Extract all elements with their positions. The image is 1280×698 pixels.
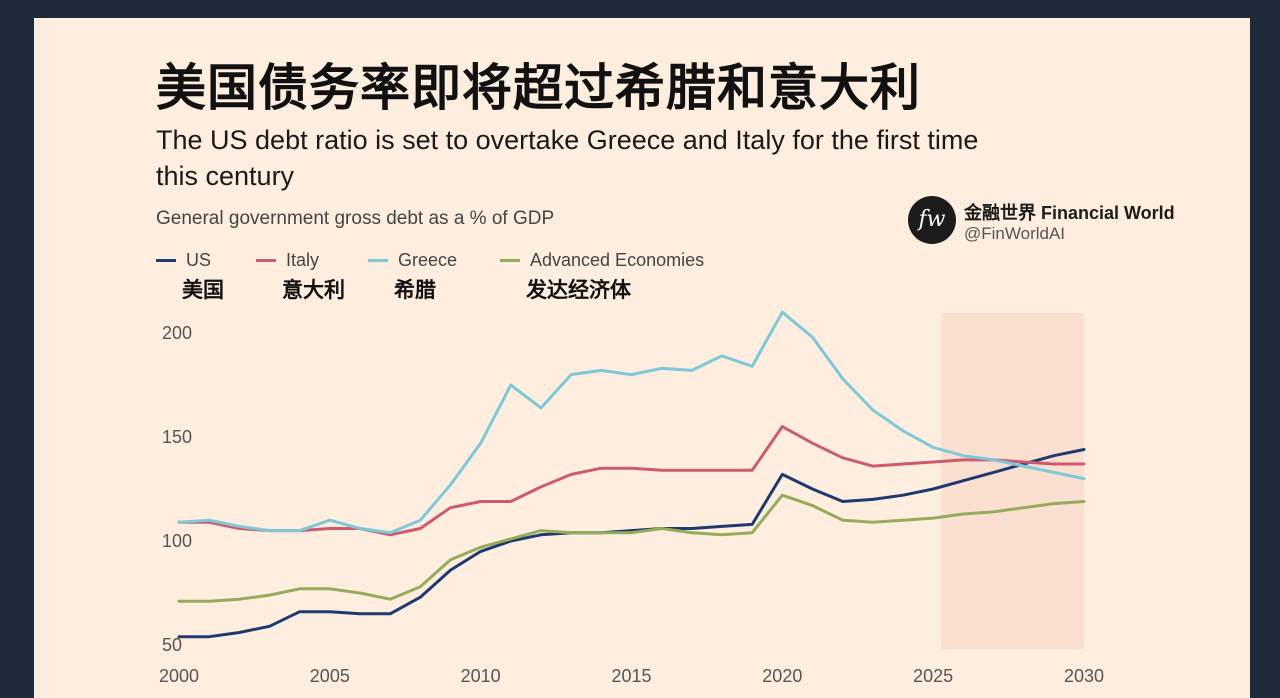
x-tick-label: 2025 [913,666,953,686]
legend-label-greece: Greece [398,250,458,270]
legend-swatch-us [156,259,176,262]
y-tick-label: 50 [162,635,182,655]
series-line-italy [177,425,1086,537]
title-chinese: 美国债务率即将超过希腊和意大利 [156,59,921,117]
legend-swatch-advanced-economies [500,259,520,262]
y-tick-label: 200 [162,323,192,343]
brand-logo-icon: fw [908,196,956,244]
x-tick-label: 2000 [159,666,199,686]
x-tick-label: 2010 [461,666,501,686]
brand-name: 金融世界 Financial World [964,203,1175,223]
legend-label-cn-us: 美国 [182,278,224,302]
brand-handle: @FinWorldAI [964,224,1066,243]
x-tick-label: 2015 [611,666,651,686]
legend-label-cn-italy: 意大利 [282,278,345,302]
infographic-card: 美国债务率即将超过希腊和意大利 The US debt ratio is set… [34,18,1250,698]
legend-label-italy: Italy [286,250,320,270]
series-line-greece [177,310,1086,535]
x-tick-label: 2030 [1064,666,1104,686]
line-chart: 50 100 150 200 2000 2005 2010 2015 2020 2025 2030 [159,310,1104,686]
chart-subtitle: General government gross debt as a % of … [156,208,555,229]
legend-label-cn-advanced-economies: 发达经济体 [526,278,631,302]
series-line-advanced-economies [177,493,1086,603]
series-line-us [177,448,1086,639]
y-tick-label: 100 [162,531,192,551]
legend-swatch-italy [256,259,276,262]
legend-label-us: US [186,250,212,270]
title-english: The US debt ratio is set to overtake Gre… [156,125,979,191]
y-tick-label: 150 [162,427,192,447]
x-tick-label: 2020 [762,666,802,686]
x-tick-label: 2005 [310,666,350,686]
legend-label-advanced-economies: Advanced Economies [530,250,705,270]
legend-label-cn-greece: 希腊 [394,278,436,302]
legend-swatch-greece [368,259,388,262]
